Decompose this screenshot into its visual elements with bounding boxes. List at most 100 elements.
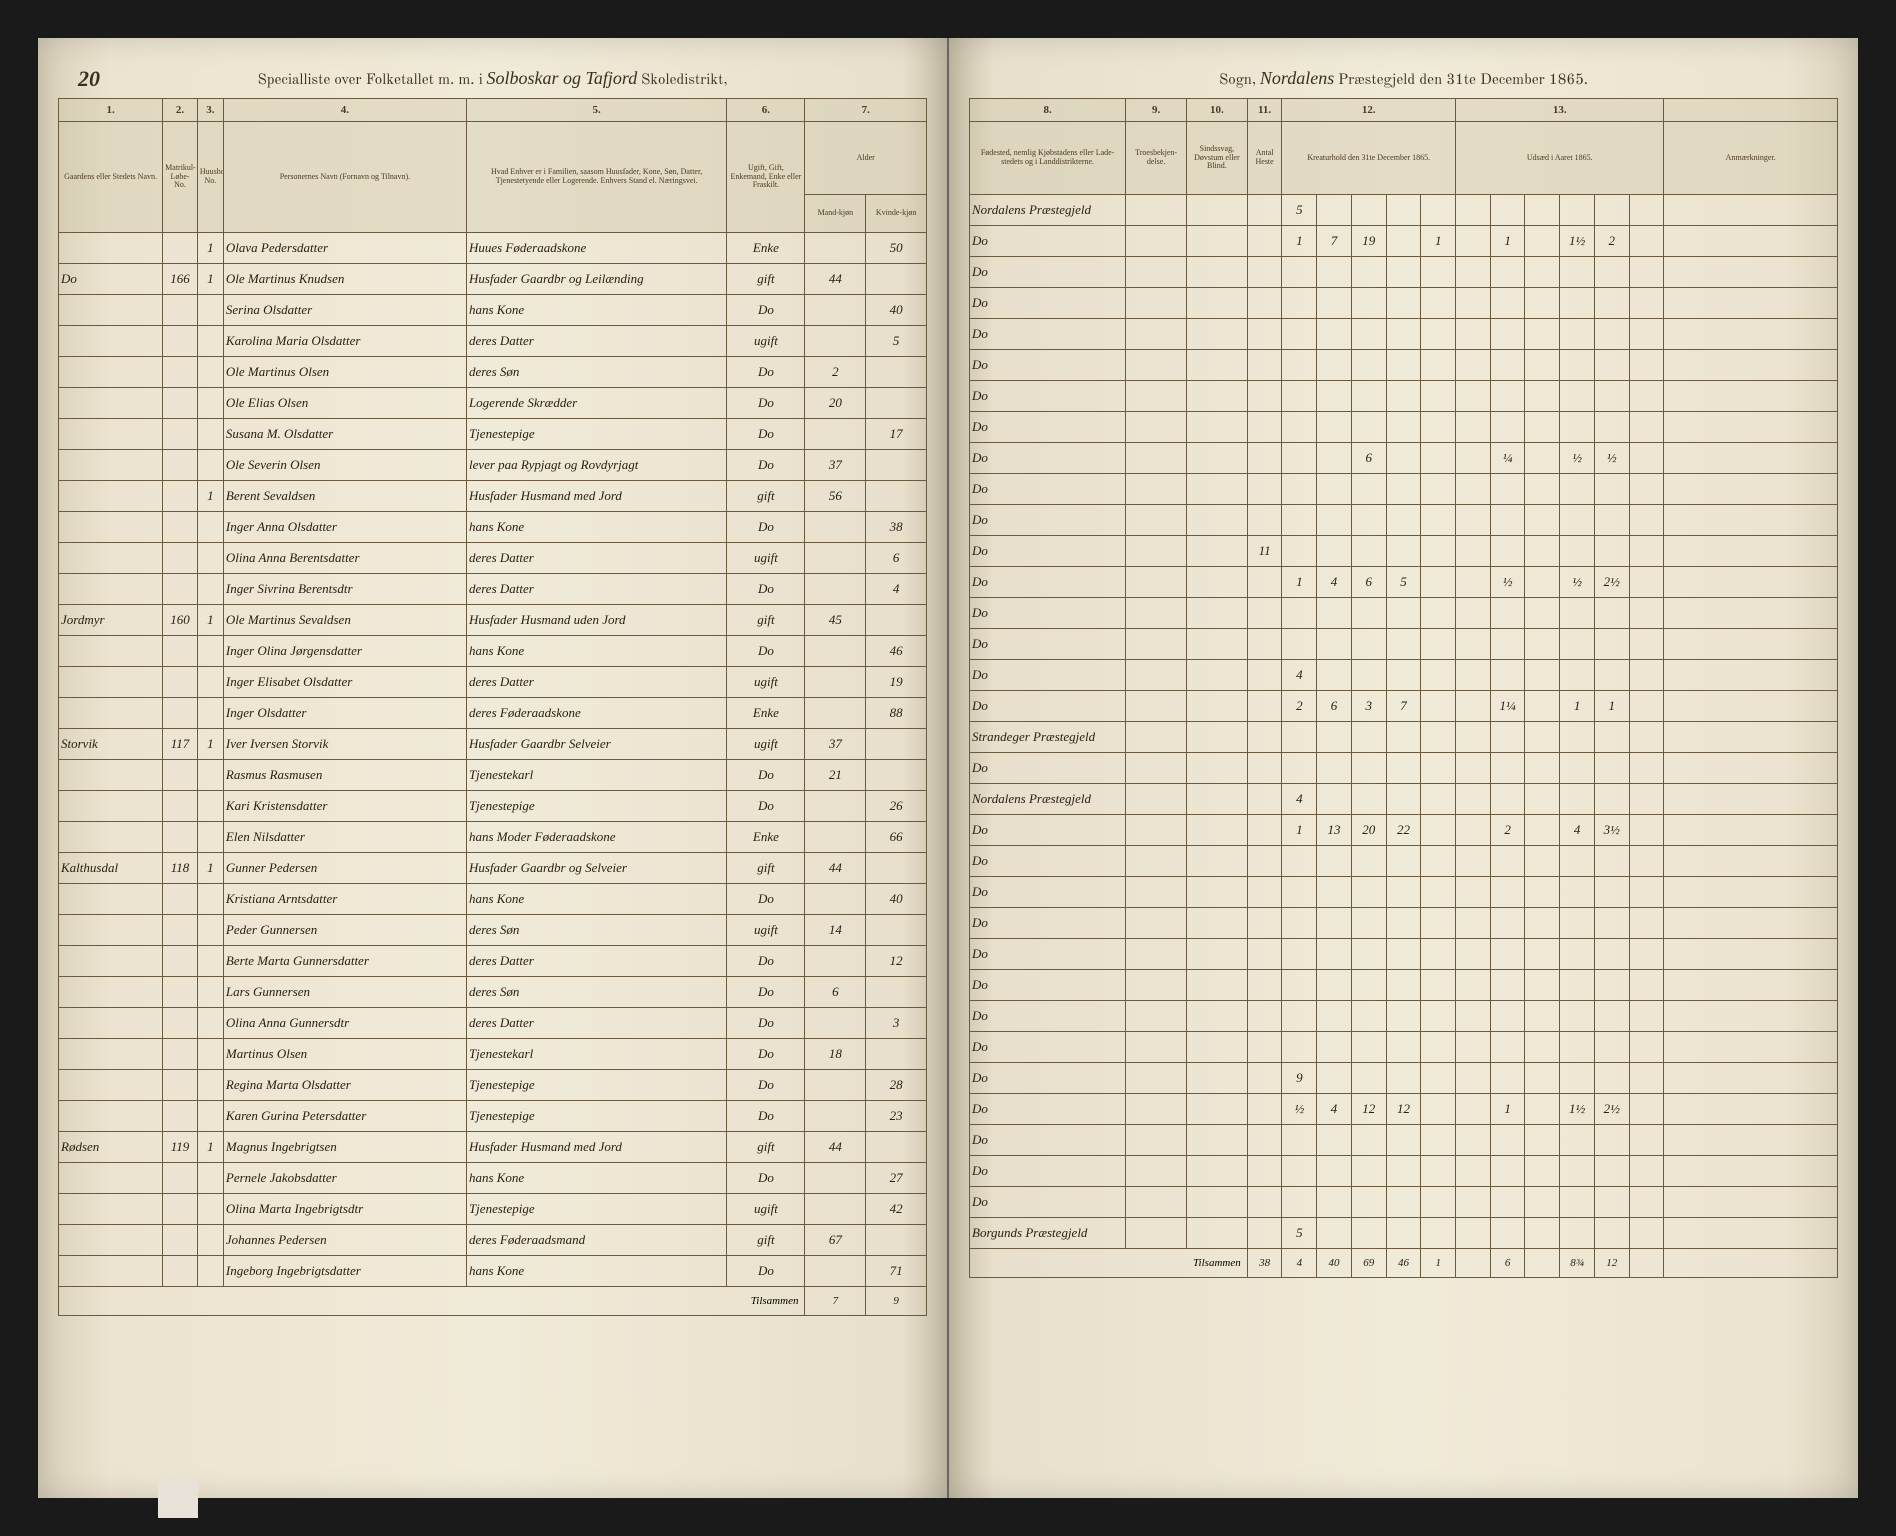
cell-c13a bbox=[1456, 1063, 1491, 1094]
cell-anm bbox=[1664, 629, 1838, 660]
cell-c13e bbox=[1594, 1063, 1629, 1094]
table-row: Do4 bbox=[970, 660, 1838, 691]
cell-navn: Inger Elisabet Olsdatter bbox=[223, 667, 466, 698]
cell-c12d bbox=[1386, 846, 1421, 877]
cell-c12c bbox=[1351, 195, 1386, 226]
cell-c10 bbox=[1186, 1094, 1247, 1125]
cell-c13d bbox=[1560, 505, 1595, 536]
cell-c13a bbox=[1456, 1218, 1491, 1249]
cell-mage bbox=[805, 884, 866, 915]
cell-c13c bbox=[1525, 443, 1560, 474]
cell-mage bbox=[805, 419, 866, 450]
cell-c13e bbox=[1594, 350, 1629, 381]
cell-c13f bbox=[1629, 784, 1664, 815]
cell-c13f bbox=[1629, 970, 1664, 1001]
cell-c10 bbox=[1186, 1001, 1247, 1032]
cell-c13c bbox=[1525, 970, 1560, 1001]
cell-c12c bbox=[1351, 1001, 1386, 1032]
cell-fod: Do bbox=[970, 1156, 1126, 1187]
cell-navn: Rasmus Rasmusen bbox=[223, 760, 466, 791]
cell-c12c bbox=[1351, 474, 1386, 505]
cell-navn: Karen Gurina Petersdatter bbox=[223, 1101, 466, 1132]
table-row: Do bbox=[970, 381, 1838, 412]
cell-c11 bbox=[1247, 474, 1282, 505]
cell-c13b: ¼ bbox=[1490, 443, 1525, 474]
cell-mno bbox=[163, 1039, 198, 1070]
cell-c13e bbox=[1594, 257, 1629, 288]
colhead-11: Antal Heste bbox=[1247, 122, 1282, 195]
cell-c10 bbox=[1186, 474, 1247, 505]
cell-c9 bbox=[1126, 443, 1187, 474]
cell-gaard bbox=[59, 822, 163, 853]
cell-kage bbox=[866, 760, 927, 791]
cell-c10 bbox=[1186, 443, 1247, 474]
table-row: Ingeborg Ingebrigtsdatterhans KoneDo71 bbox=[59, 1256, 927, 1287]
cell-c9 bbox=[1126, 1187, 1187, 1218]
cell-c13d bbox=[1560, 846, 1595, 877]
cell-navn: Serina Olsdatter bbox=[223, 295, 466, 326]
cell-stand: Do bbox=[727, 1008, 805, 1039]
cell-c12c: 3 bbox=[1351, 691, 1386, 722]
cell-fam: Tjenestepige bbox=[466, 419, 726, 450]
cell-hno bbox=[197, 1008, 223, 1039]
cell-c12c bbox=[1351, 1218, 1386, 1249]
cell-mage bbox=[805, 1008, 866, 1039]
cell-stand: Do bbox=[727, 884, 805, 915]
cell-c13c bbox=[1525, 505, 1560, 536]
cell-c11 bbox=[1247, 257, 1282, 288]
cell-c12a bbox=[1282, 939, 1317, 970]
cell-c9 bbox=[1126, 846, 1187, 877]
cell-c13b bbox=[1490, 474, 1525, 505]
cell-fod: Nordalens Præstegjeld bbox=[970, 195, 1126, 226]
cell-navn: Kristiana Arntsdatter bbox=[223, 884, 466, 915]
cell-c13a bbox=[1456, 970, 1491, 1001]
cell-c12a bbox=[1282, 257, 1317, 288]
cell-c13f bbox=[1629, 350, 1664, 381]
table-row: Do bbox=[970, 1187, 1838, 1218]
cell-c12d: 5 bbox=[1386, 567, 1421, 598]
table-row: Strandeger Præstegjeld bbox=[970, 722, 1838, 753]
cell-fod: Do bbox=[970, 505, 1126, 536]
cell-c13d bbox=[1560, 288, 1595, 319]
cell-c12b bbox=[1317, 474, 1352, 505]
cell-stand: gift bbox=[727, 481, 805, 512]
cell-c11 bbox=[1247, 753, 1282, 784]
table-row: Do bbox=[970, 877, 1838, 908]
cell-navn: Olava Pedersdatter bbox=[223, 233, 466, 264]
cell-c13b bbox=[1490, 1187, 1525, 1218]
cell-c10 bbox=[1186, 1156, 1247, 1187]
cell-c10 bbox=[1186, 815, 1247, 846]
cell-gaard: Do bbox=[59, 264, 163, 295]
cell-stand: gift bbox=[727, 1132, 805, 1163]
cell-c9 bbox=[1126, 1032, 1187, 1063]
cell-c12c bbox=[1351, 1032, 1386, 1063]
cell-c13d: 1 bbox=[1560, 691, 1595, 722]
cell-c12a bbox=[1282, 350, 1317, 381]
cell-c11 bbox=[1247, 846, 1282, 877]
cell-c12b bbox=[1317, 381, 1352, 412]
cell-mno: 117 bbox=[163, 729, 198, 760]
cell-stand: ugift bbox=[727, 543, 805, 574]
cell-navn: Olina Anna Gunnersdtr bbox=[223, 1008, 466, 1039]
cell-c13a bbox=[1456, 257, 1491, 288]
cell-anm bbox=[1664, 505, 1838, 536]
cell-c9 bbox=[1126, 660, 1187, 691]
cell-c9 bbox=[1126, 195, 1187, 226]
cell-anm bbox=[1664, 784, 1838, 815]
cell-c13c bbox=[1525, 1032, 1560, 1063]
cell-c12e bbox=[1421, 815, 1456, 846]
cell-fod: Do bbox=[970, 1094, 1126, 1125]
table-row: Do bbox=[970, 505, 1838, 536]
cell-c12a bbox=[1282, 1156, 1317, 1187]
cell-c12b bbox=[1317, 1218, 1352, 1249]
cell-c10 bbox=[1186, 877, 1247, 908]
cell-c13b bbox=[1490, 257, 1525, 288]
cell-c12c bbox=[1351, 908, 1386, 939]
colhead-10: Sindssvag, Døvstum eller Blind. bbox=[1186, 122, 1247, 195]
cell-hno bbox=[197, 1225, 223, 1256]
cell-anm bbox=[1664, 443, 1838, 474]
cell-c11 bbox=[1247, 1063, 1282, 1094]
cell-gaard bbox=[59, 481, 163, 512]
cell-c10 bbox=[1186, 970, 1247, 1001]
cell-mno bbox=[163, 388, 198, 419]
